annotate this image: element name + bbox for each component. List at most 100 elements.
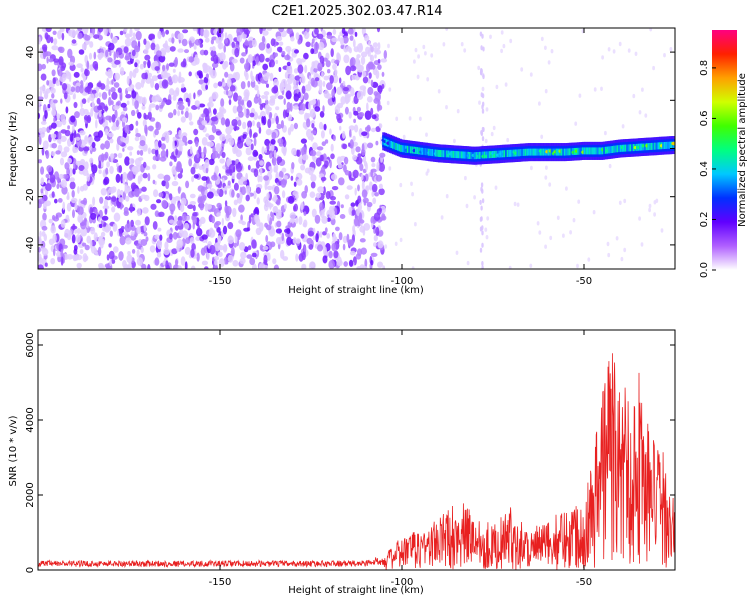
noise-speckle [152,155,158,161]
noise-speckle [220,117,226,126]
noise-speckle [73,93,76,100]
noise-speckle [195,236,201,242]
noise-speckle [105,49,109,58]
noise-speckle [164,241,169,250]
noise-speckle [38,159,42,164]
noise-speckle [147,125,154,132]
noise-speckle [276,123,282,130]
noise-speckle [273,78,279,88]
noise-speckle [130,182,137,191]
noise-speckle [250,70,253,80]
noise-speckle [264,99,269,106]
noise-speckle [213,108,217,115]
noise-speckle [348,142,351,147]
noise-speckle [363,86,366,97]
noise-speckle [380,58,388,63]
noise-speckle [72,167,76,175]
noise-speckle [275,59,279,65]
noise-speckle [255,227,262,236]
noise-speckle [587,257,591,262]
noise-speckle [147,59,151,69]
noise-speckle [490,131,494,137]
noise-speckle [246,254,253,259]
noise-speckle [259,160,264,166]
noise-speckle [360,51,368,58]
noise-speckle [289,102,293,112]
noise-speckle [105,167,109,175]
noise-speckle [217,245,224,251]
noise-speckle [311,123,315,129]
noise-speckle [171,74,179,84]
track-band [396,143,401,151]
noise-speckle [353,118,356,124]
noise-speckle [136,226,141,235]
track-band [654,142,658,150]
noise-speckle [41,147,45,156]
noise-speckle [413,59,416,64]
noise-speckle [113,212,121,222]
noise-speckle [184,111,189,119]
track-band [608,146,612,154]
noise-speckle [300,164,306,171]
noise-speckle [220,32,225,39]
noise-speckle [240,81,246,90]
noise-speckle [48,218,53,224]
noise-speckle [38,264,44,269]
noise-speckle [485,235,489,240]
noise-speckle [652,65,655,71]
noise-speckle [189,193,196,199]
colorbar-gradient [712,30,737,270]
noise-speckle [325,60,331,68]
noise-speckle [161,30,166,38]
spectrogram-noise-region [38,28,673,269]
noise-speckle [261,116,264,124]
noise-speckle [314,77,320,82]
noise-speckle [377,261,383,268]
noise-speckle [284,54,291,61]
noise-speckle [136,249,140,258]
noise-speckle [303,211,307,216]
figure-title: C2E1.2025.302.03.47.R14 [271,4,442,19]
noise-speckle [166,63,169,71]
noise-speckle [211,116,218,122]
noise-speckle [319,202,324,212]
noise-speckle [180,61,187,68]
noise-speckle [377,240,384,249]
noise-speckle [45,88,51,94]
noise-speckle [210,69,217,79]
noise-speckle [224,32,228,39]
noise-speckle [242,121,247,130]
noise-speckle [101,215,109,221]
noise-speckle [108,28,112,33]
noise-speckle [342,130,346,139]
noise-speckle [203,194,207,201]
noise-speckle [293,181,297,187]
noise-speckle [208,158,215,166]
track-band [473,152,478,160]
noise-speckle [199,28,205,37]
noise-speckle [188,112,193,121]
noise-speckle [62,174,69,179]
noise-speckle [81,242,87,247]
noise-speckle [176,162,182,171]
noise-speckle [191,176,195,183]
noise-speckle [262,63,269,71]
noise-speckle [342,243,346,251]
noise-speckle [270,138,276,145]
noise-speckle [135,94,140,101]
noise-speckle [96,82,103,88]
noise-speckle [285,90,292,100]
noise-speckle [60,151,68,158]
noise-speckle [342,235,348,244]
noise-speckle [211,215,215,224]
noise-speckle [245,147,252,156]
noise-speckle [234,71,240,81]
noise-speckle [111,114,116,123]
noise-speckle [253,132,258,138]
noise-speckle [135,219,141,226]
noise-speckle [365,162,368,172]
noise-speckle [217,235,222,242]
noise-speckle [126,100,130,106]
noise-speckle [113,51,117,61]
noise-speckle [131,49,136,57]
